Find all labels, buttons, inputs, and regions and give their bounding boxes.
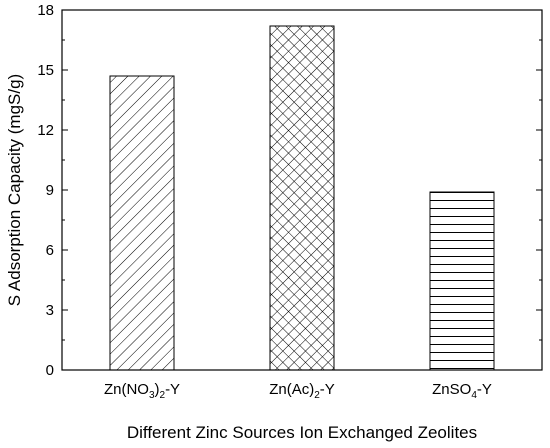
y-tick-label: 15 (37, 62, 54, 79)
x-axis-title: Different Zinc Sources Ion Exchanged Zeo… (127, 423, 477, 442)
y-tick-label: 3 (46, 302, 54, 319)
plot-area: Zn(NO3)2-Y Zn(Ac)2-Y ZnSO4-Y 0 3 6 9 12 15 18 (37, 2, 543, 401)
y-axis-title: S Adsorption Capacity (mgS/g) (5, 74, 24, 306)
y-tick-label: 6 (46, 242, 54, 259)
x-tick-label: Zn(Ac)2-Y (269, 381, 335, 401)
bar (109, 75, 175, 371)
y-tick-label: 18 (37, 2, 54, 19)
bar (269, 25, 335, 371)
plot-frame (61, 9, 543, 371)
x-tick-label: ZnSO4-Y (432, 381, 492, 401)
y-tick-label: 12 (37, 122, 54, 139)
y-tick-label: 9 (46, 182, 54, 199)
x-tick-label: Zn(NO3)2-Y (104, 381, 180, 401)
bar (429, 191, 495, 371)
y-tick-label: 0 (46, 362, 54, 379)
